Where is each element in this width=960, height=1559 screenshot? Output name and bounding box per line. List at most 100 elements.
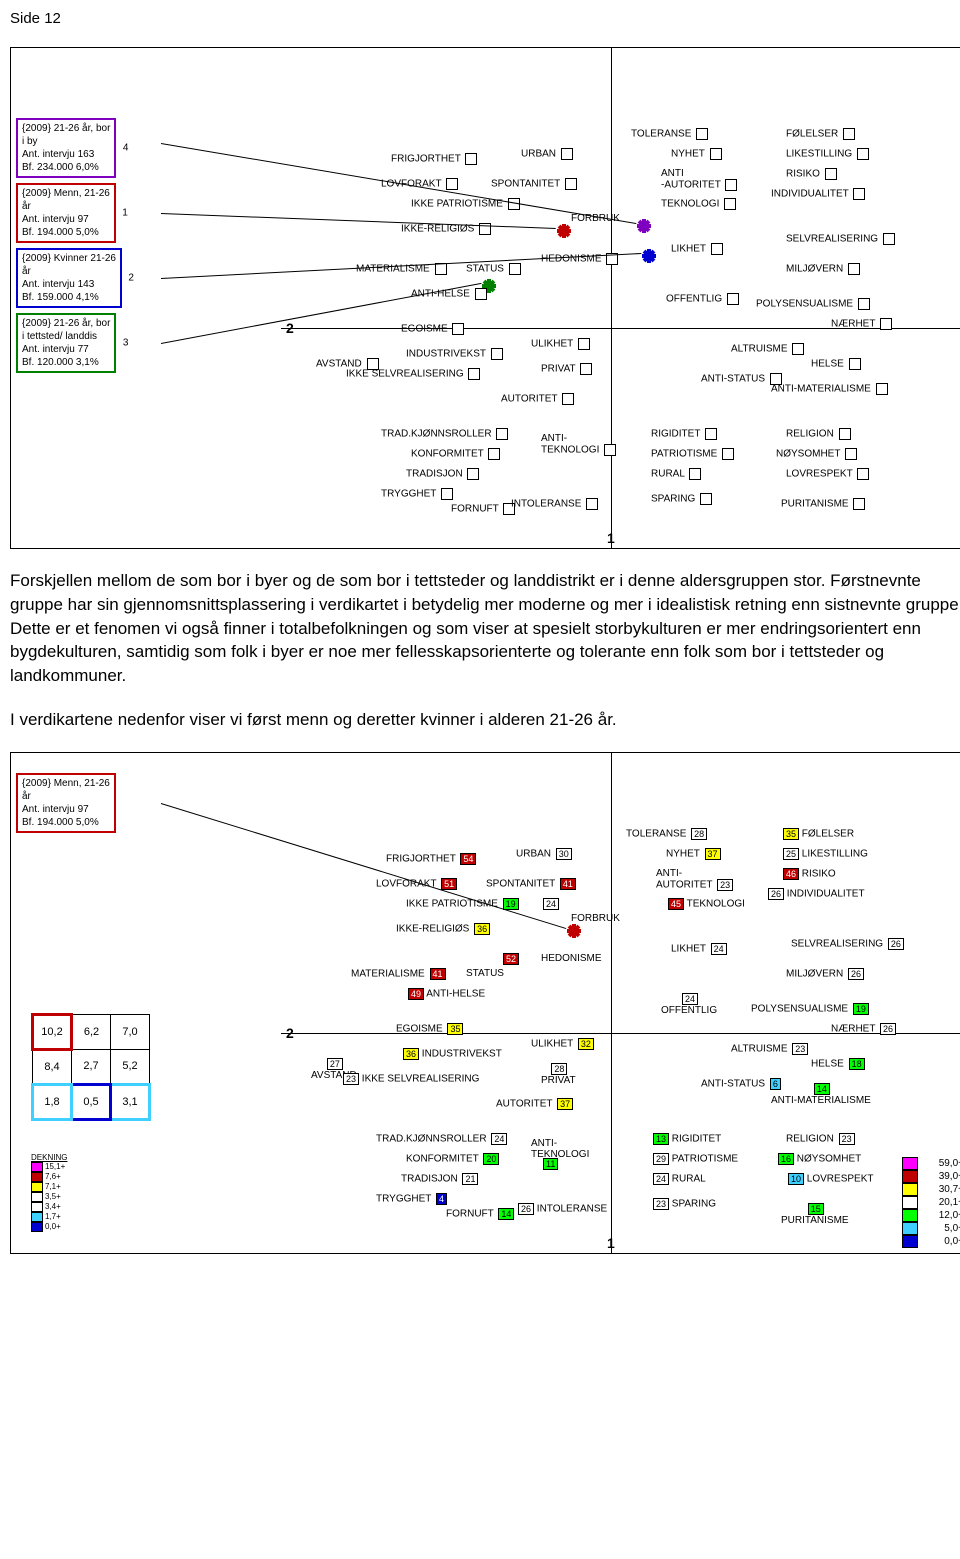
connector-line (161, 253, 641, 279)
value-label: ULIKHET (531, 338, 590, 350)
value-label: ALTRUISME 23 (731, 1043, 808, 1055)
value-label: INDUSTRIVEKST (406, 348, 503, 360)
value-label: NYHET 37 (666, 848, 721, 860)
value-label: 15PURITANISME (781, 1203, 849, 1226)
value-label: TOLERANSE (631, 128, 708, 140)
value-label: 46 RISIKO (781, 868, 836, 880)
value-label: ANTI-TEKNOLOGI (541, 433, 616, 456)
value-label: URBAN (521, 148, 573, 160)
value-label: POLYSENSUALISME 19 (751, 1003, 869, 1015)
value-label: 16 NØYSOMHET (776, 1153, 861, 1165)
value-label: 36 INDUSTRIVEKST (401, 1048, 502, 1060)
value-label: PURITANISME (781, 498, 865, 510)
value-label: LIKESTILLING (786, 148, 869, 160)
value-label: 45 TEKNOLOGI (666, 898, 745, 910)
value-label: AUTORITET (501, 393, 574, 405)
value-label: IKKE SELVREALISERING (346, 368, 480, 380)
axis-x-label: 1 (607, 1235, 615, 1251)
value-label: FRIGJORTHET (391, 153, 477, 165)
value-label: SPARING (651, 493, 712, 505)
value-label: ANTI-AUTORITET (661, 168, 737, 191)
value-label: TOLERANSE 28 (626, 828, 707, 840)
chart-1: 1 2 verdikart/Trygdeprosjekt/Lem 1-4/Nor… (10, 47, 960, 549)
value-label: INDIVIDUALITET (771, 188, 865, 200)
value-label: 13 RIGIDITET (651, 1133, 721, 1145)
value-label: PATRIOTISME (651, 448, 734, 460)
value-label: LOVFORAKT 51 (376, 878, 457, 890)
value-label: 24 (541, 898, 559, 910)
value-label: FORNUFT 14 (446, 1208, 514, 1220)
value-label: RELIGION (786, 428, 851, 440)
value-label: ANTI-TEKNOLOGI (531, 1138, 589, 1160)
value-label: LOVRESPEKT (786, 468, 869, 480)
value-label: 26 INDIVIDUALITET (766, 888, 865, 900)
value-label: EGOISME (401, 323, 464, 335)
value-label: IKKE PATRIOTISME 19 (406, 898, 519, 910)
value-label: 10 LOVRESPEKT (786, 1173, 873, 1185)
value-label: MILJØVERN (786, 263, 860, 275)
value-label: ANTI-STATUS 6 (701, 1078, 781, 1090)
value-label: NYHET (671, 148, 722, 160)
value-label: URBAN 30 (516, 848, 572, 860)
value-label: HELSE 18 (811, 1058, 865, 1070)
value-label: TRADISJON 21 (401, 1173, 478, 1185)
group-marker (641, 248, 657, 264)
value-label: 24OFFENTLIG (661, 993, 717, 1016)
value-label: 28PRIVAT (541, 1063, 576, 1086)
scale-legend: 59,0+39,0+30,7+20,1+12,0+5,0+0,0+ (902, 1157, 960, 1248)
value-label: EGOISME 35 (396, 1023, 463, 1035)
group-marker (566, 923, 582, 939)
value-label: HEDONISME (541, 953, 602, 964)
value-label: ANTI-MATERIALISME (771, 383, 888, 395)
body-paragraph-2: I verdikartene nedenfor viser vi først m… (10, 708, 960, 732)
coverage-grid: 10,26,27,08,42,75,21,80,53,1 (31, 1013, 151, 1121)
value-label: 29 PATRIOTISME (651, 1153, 738, 1165)
legend-box: {2009} Kvinner 21-26årAnt. intervju 143B… (16, 248, 122, 308)
value-label: STATUS (466, 263, 521, 275)
value-label: STATUS (466, 968, 504, 979)
page-header: Side 12 (10, 10, 960, 27)
value-label: MILJØVERN 26 (786, 968, 864, 980)
value-label: SELVREALISERING 26 (791, 938, 904, 950)
value-label: ANTI-AUTORITET 23 (656, 868, 733, 891)
value-label: IKKE-RELIGIØS 36 (396, 923, 490, 935)
value-label: FORBRUK (571, 913, 620, 924)
value-label: POLYSENSUALISME (756, 298, 870, 310)
body-paragraph-1: Forskjellen mellom de som bor i byer og … (10, 569, 960, 688)
connector-line (161, 213, 556, 229)
value-label: RURAL (651, 468, 701, 480)
value-label: KONFORMITET 20 (406, 1153, 499, 1165)
value-label: 23 SPARING (651, 1198, 716, 1210)
value-label: SPONTANITET 41 (486, 878, 576, 890)
value-label: TRYGGHET 4 (376, 1193, 447, 1205)
value-label: RELIGION 23 (786, 1133, 855, 1145)
connector-line (161, 803, 566, 929)
value-label: 52 (501, 953, 519, 965)
group-marker (556, 223, 572, 239)
value-label: RISIKO (786, 168, 837, 180)
group-marker (636, 218, 652, 234)
value-label: LIKHET (671, 243, 723, 255)
legend-box: {2009} Menn, 21-26årAnt. intervju 97Bf. … (16, 183, 116, 243)
legend-box: {2009} 21-26 år, bori byAnt. intervju 16… (16, 118, 116, 178)
value-label: RIGIDITET (651, 428, 717, 440)
value-label: TEKNOLOGI (661, 198, 736, 210)
value-label: LOVFORAKT (381, 178, 458, 190)
value-label: FORNUFT (451, 503, 515, 515)
value-label: ULIKHET 32 (531, 1038, 594, 1050)
value-label: 25 LIKESTILLING (781, 848, 868, 860)
value-label: ALTRUISME (731, 343, 804, 355)
value-label: NØYSOMHET (776, 448, 857, 460)
value-label: HELSE (811, 358, 861, 370)
axis-x-label: 1 (607, 530, 615, 546)
value-label: ANTI-STATUS (701, 373, 782, 385)
value-label: 49 ANTI-HELSE (406, 988, 485, 1000)
chart-2: 1 2 verdikart+Sosiosurf målevariabel/N V… (10, 752, 960, 1254)
value-label: INTOLERANSE (511, 498, 598, 510)
value-label: TRAD.KJØNNSROLLER (381, 428, 508, 440)
value-label: 11 (541, 1158, 558, 1170)
value-label: 26 INTOLERANSE (516, 1203, 607, 1215)
value-label: TRAD.KJØNNSROLLER 24 (376, 1133, 507, 1145)
legend-box: {2009} Menn, 21-26årAnt. intervju 97Bf. … (16, 773, 116, 833)
legend-box: {2009} 21-26 år, bori tettsted/ landdisA… (16, 313, 116, 373)
